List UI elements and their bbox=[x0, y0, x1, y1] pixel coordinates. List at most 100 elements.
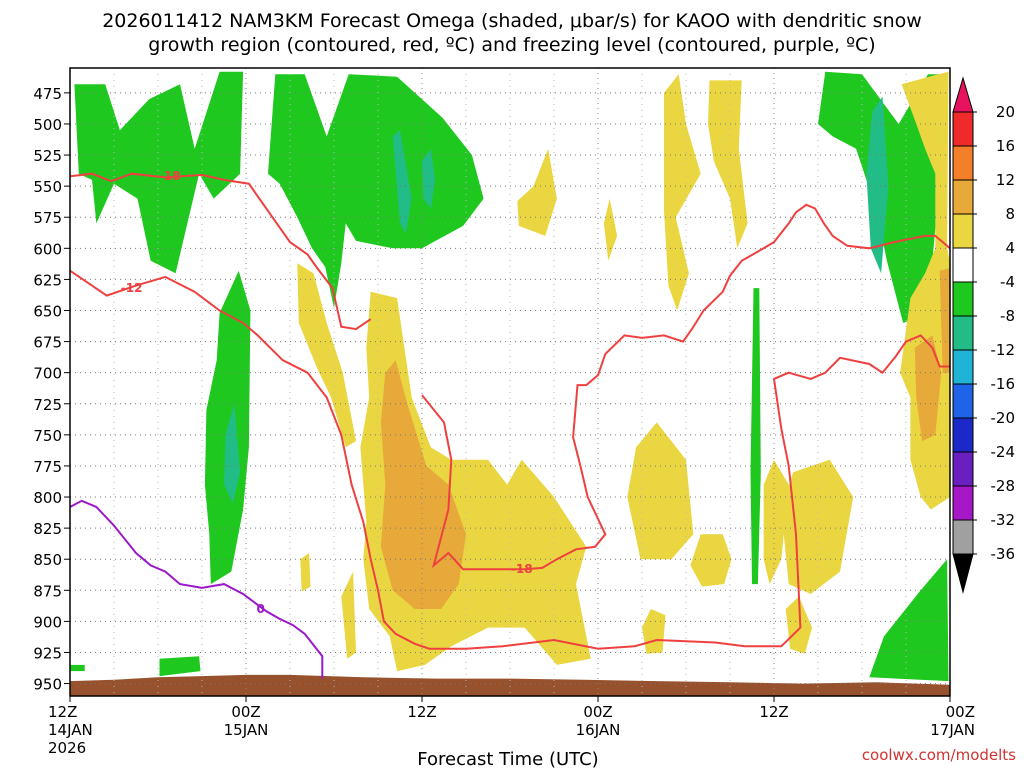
ytick-label-750: 750 bbox=[33, 427, 62, 445]
chart-title-line1: 2026011412 NAM3KM Forecast Omega (shaded… bbox=[102, 10, 922, 32]
ytick-label-900: 900 bbox=[33, 613, 62, 631]
omega-region-7 bbox=[70, 664, 85, 672]
omega-region-10 bbox=[224, 403, 241, 504]
x-axis-label: Forecast Time (UTC) bbox=[417, 749, 598, 768]
watermark: coolwx.com/modelts bbox=[862, 746, 1016, 764]
omega-region-5 bbox=[869, 559, 949, 682]
ytick-label-625: 625 bbox=[33, 271, 62, 289]
colorbar-label-4: 4 bbox=[1005, 239, 1015, 257]
omega-region-29 bbox=[939, 268, 950, 373]
omega-shading bbox=[70, 71, 950, 682]
colorbar-swatch-13 bbox=[952, 519, 974, 555]
colorbar-swatch-11 bbox=[952, 451, 974, 487]
xtick-label-5-1: 17JAN bbox=[930, 721, 975, 739]
colorbar-swatch-12 bbox=[952, 485, 974, 521]
omega-region-15 bbox=[300, 553, 311, 592]
ytick-label-775: 775 bbox=[33, 458, 62, 476]
ytick-label-825: 825 bbox=[33, 520, 62, 538]
colorbar-swatch-2 bbox=[952, 145, 974, 181]
ytick-label-550: 550 bbox=[33, 178, 62, 196]
xtick-label-2-0: 12Z bbox=[407, 703, 436, 721]
colorbar-label-13: -36 bbox=[991, 545, 1016, 563]
colorbar-label-10: -24 bbox=[991, 443, 1016, 461]
colorbar-swatch-9 bbox=[952, 383, 974, 419]
colorbar-bottom-arrow bbox=[952, 553, 974, 594]
ytick-label-500: 500 bbox=[33, 116, 62, 134]
omega-region-18 bbox=[664, 74, 701, 311]
ytick-label-675: 675 bbox=[33, 334, 62, 352]
colorbar-label-12: -32 bbox=[991, 511, 1016, 529]
xtick-label-3-0: 00Z bbox=[583, 703, 612, 721]
dgz-label-0: -18 bbox=[159, 169, 181, 183]
ytick-label-525: 525 bbox=[33, 147, 62, 165]
colorbar-label-6: -8 bbox=[1000, 307, 1015, 325]
omega-region-8 bbox=[392, 130, 412, 234]
ytick-label-600: 600 bbox=[33, 240, 62, 258]
omega-region-21 bbox=[690, 534, 732, 587]
omega-region-14 bbox=[341, 571, 356, 659]
xtick-label-1-1: 15JAN bbox=[224, 721, 269, 739]
omega-region-16 bbox=[517, 148, 557, 236]
omega-region-6 bbox=[159, 656, 201, 677]
xtick-label-1-0: 00Z bbox=[231, 703, 260, 721]
colorbar-swatch-4 bbox=[952, 213, 974, 249]
dgz-contour-1 bbox=[70, 269, 950, 650]
colorbar-label-7: -12 bbox=[991, 341, 1016, 359]
colorbar-swatch-3 bbox=[952, 179, 974, 215]
colorbar-swatch-10 bbox=[952, 417, 974, 453]
omega-region-23 bbox=[763, 459, 789, 585]
colorbar-top-arrow bbox=[952, 76, 974, 113]
ytick-label-650: 650 bbox=[33, 302, 62, 320]
freezing-contour-0 bbox=[70, 499, 324, 679]
ytick-label-950: 950 bbox=[33, 676, 62, 694]
omega-region-9 bbox=[422, 148, 436, 209]
xtick-label-4-0: 12Z bbox=[759, 703, 788, 721]
xtick-label-3-1: 16JAN bbox=[576, 721, 621, 739]
omega-region-22 bbox=[642, 609, 666, 654]
ytick-label-475: 475 bbox=[33, 85, 62, 103]
freezing-label-0: 0 bbox=[256, 602, 264, 616]
xtick-label-0-0: 12Z bbox=[48, 703, 77, 721]
colorbar-label-2: 12 bbox=[996, 171, 1015, 189]
ytick-label-800: 800 bbox=[33, 489, 62, 507]
contours: -18 -12 -18 0 bbox=[70, 169, 950, 679]
gridlines bbox=[70, 68, 950, 696]
omega-region-0 bbox=[74, 71, 244, 274]
colorbar: 20 16 12 8 4 -4 -8 -12 -16 -20 -24 -28 -32 -36 bbox=[952, 76, 1016, 594]
colorbar-label-3: 8 bbox=[1005, 205, 1015, 223]
xtick-label-0-1: 14JAN bbox=[48, 721, 93, 739]
colorbar-swatch-7 bbox=[952, 315, 974, 351]
dgz-contour-2 bbox=[421, 203, 950, 571]
omega-region-28 bbox=[914, 335, 942, 442]
xtick-label-5-0: 00Z bbox=[946, 703, 975, 721]
terrain-area bbox=[70, 674, 950, 696]
dgz-contour-0 bbox=[70, 172, 372, 331]
omega-region-19 bbox=[708, 80, 748, 249]
ytick-label-725: 725 bbox=[33, 396, 62, 414]
plot-frame bbox=[69, 67, 951, 697]
omega-region-1 bbox=[268, 74, 484, 308]
omega-region-24 bbox=[781, 459, 854, 594]
colorbar-label-1: 16 bbox=[996, 137, 1015, 155]
xtick-label-0-2: 2026 bbox=[48, 739, 86, 757]
omega-region-11 bbox=[866, 96, 889, 274]
colorbar-label-5: -4 bbox=[1000, 273, 1015, 291]
ytick-label-700: 700 bbox=[33, 365, 62, 383]
omega-region-17 bbox=[603, 198, 618, 261]
omega-region-20 bbox=[627, 422, 694, 560]
colorbar-swatch-1 bbox=[952, 111, 974, 147]
y-axis-ticks: 475 500 525 550 575 600 625 650 675 700 725 750 775 8… bbox=[33, 85, 70, 694]
omega-region-4 bbox=[750, 288, 761, 585]
omega-region-13 bbox=[297, 263, 356, 448]
dgz-label-1: -12 bbox=[121, 281, 143, 295]
colorbar-label-11: -28 bbox=[991, 477, 1016, 495]
ytick-label-850: 850 bbox=[33, 551, 62, 569]
colorbar-label-0: 20 bbox=[996, 103, 1015, 121]
colorbar-label-9: -20 bbox=[991, 409, 1016, 427]
colorbar-swatch-6 bbox=[952, 281, 974, 317]
colorbar-swatch-5 bbox=[952, 247, 974, 283]
dgz-label-2: -18 bbox=[511, 562, 533, 576]
colorbar-swatch-8 bbox=[952, 349, 974, 385]
